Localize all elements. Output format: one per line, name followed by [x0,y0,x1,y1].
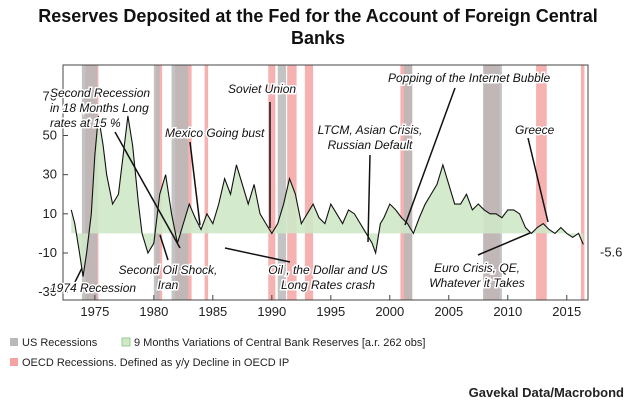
x-tick-label: 1995 [316,304,345,319]
annotation: in 18 Months Long [50,101,149,115]
x-tick-label: 2005 [434,304,463,319]
annotation: Greece [515,123,555,137]
annotation: Soviet Union [228,82,296,96]
recession-band [403,65,413,300]
recession-band [580,65,585,300]
y-tick-label: 30 [43,167,57,182]
recession-band [536,65,547,300]
legend-label: 9 Months Variations of Central Bank Rese… [134,337,425,349]
recession-band [304,65,314,300]
chart-title: Banks [291,28,345,48]
x-tick-label: 1990 [257,304,286,319]
annotation-arrows [74,87,549,283]
x-tick-label: 1975 [80,304,109,319]
recession-band [153,65,160,300]
y-tick-label: -10 [38,245,57,260]
annotation: Euro Crisis, QE, [434,261,520,275]
legend-swatch [10,338,18,346]
chart-title: Reserves Deposited at the Fed for the Ac… [38,6,597,26]
annotation: Whatever it Takes [429,276,525,290]
annotation: Iran [158,278,179,292]
legend-swatch [121,337,131,347]
legend-swatch [10,358,18,366]
annotation: 1974 Recession [50,281,136,295]
annotation: LTCM, Asian Crisis, [318,123,423,137]
annotation: Oil , the Dollar and US [268,263,387,277]
recession-band [204,65,209,300]
plot-layer [70,115,584,277]
recession-band [277,65,286,300]
annotation: rates at 15 % [50,116,121,130]
x-tick-label: 2010 [493,304,522,319]
annotation: Second Recession [50,86,150,100]
y-tick-label: 70 [43,88,57,103]
plot-frame [62,64,589,301]
x-tick-label: 2000 [375,304,404,319]
annotation: Second Oil Shock, [119,263,218,277]
legend-label: OECD Recessions. Defined as y/y Decline … [22,357,289,369]
x-tick-label: 1980 [139,304,168,319]
y-tick-label: 10 [43,206,57,221]
y-tick-label: 50 [43,128,57,143]
series-line [70,115,584,277]
source: Gavekal Data/Macrobond [469,385,624,400]
x-tick-label: 2015 [552,304,581,319]
recession-band [268,65,276,300]
annotation: Russian Default [328,138,413,152]
annotation: Popping of the Internet Bubble [388,71,550,85]
legend-label: US Recessions [22,337,98,349]
annotation: Long Rates crash [281,278,375,292]
recession-band [483,65,502,300]
legend: US Recessions 9 Months Variations of Cent… [10,337,425,369]
recession-layer [81,65,585,300]
recession-band [287,65,297,300]
y-tick-label: -30 [38,284,57,299]
x-tick-label: 1985 [198,304,227,319]
annotation: Mexico Going bust [165,126,265,140]
last-value-label: -5.6 [600,244,622,259]
